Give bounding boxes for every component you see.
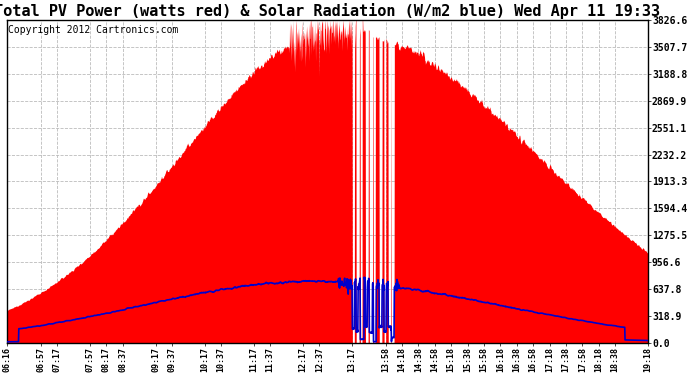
Text: Copyright 2012 Cartronics.com: Copyright 2012 Cartronics.com — [8, 25, 178, 35]
Title: Total PV Power (watts red) & Solar Radiation (W/m2 blue) Wed Apr 11 19:33: Total PV Power (watts red) & Solar Radia… — [0, 3, 660, 19]
